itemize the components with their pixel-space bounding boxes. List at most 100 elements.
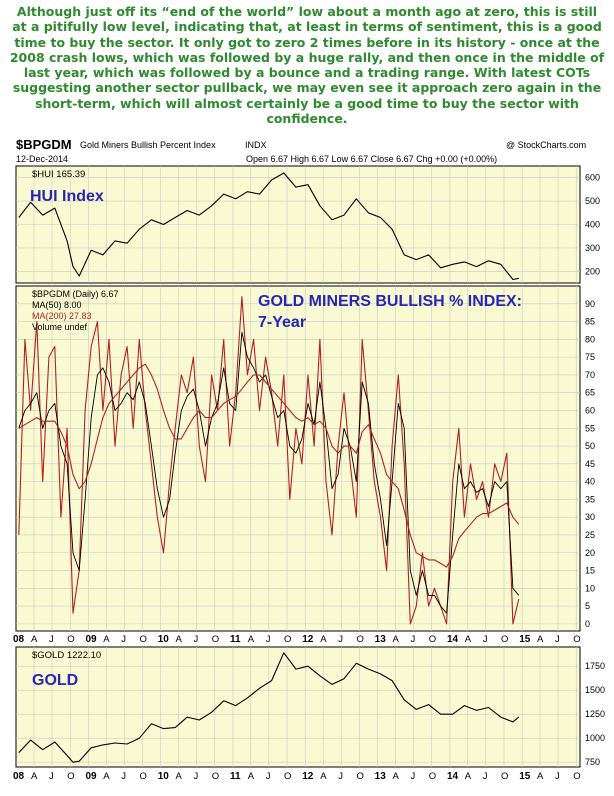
x-tick-label: J: [555, 634, 560, 645]
y-tick-label: 45: [585, 459, 595, 469]
gold-panel: [15, 646, 581, 768]
x-tick-label: J: [266, 634, 271, 645]
x-tick-label: J: [49, 771, 54, 782]
chart-ohlc: Open 6.67 High 6.67 Low 6.67 Close 6.67 …: [246, 154, 497, 164]
x-tick-label: J: [555, 771, 560, 782]
chart-symbol: $BPGDM: [16, 137, 72, 152]
y-tick-label: 200: [585, 266, 600, 276]
y-tick-label: 500: [585, 196, 600, 206]
chart-date: 12-Dec-2014: [16, 154, 68, 164]
x-tick-label: A: [392, 771, 399, 782]
x-tick-label: O: [429, 771, 436, 782]
x-tick-label: J: [483, 771, 488, 782]
y-tick-labels: 200 300 400 500 600 0 5 10 15 20 25 30 35 40 45 50 55 60 6…: [585, 173, 605, 768]
x-tick-label: A: [103, 771, 110, 782]
y-tick-label: 15: [585, 566, 595, 576]
y-tick-label: 1250: [585, 709, 605, 719]
chart-credit: @ StockCharts.com: [506, 140, 586, 150]
x-tick-label: 13: [375, 771, 387, 782]
x-tick-label: O: [501, 771, 508, 782]
x-tick-label: O: [356, 634, 363, 645]
x-tick-label: A: [320, 771, 327, 782]
x-tick-label: O: [284, 771, 291, 782]
commentary-text: Although just off its “end of the world”…: [9, 4, 605, 127]
x-tick-label: 12: [302, 771, 314, 782]
x-tick-label: O: [573, 634, 580, 645]
x-tick-label: 10: [158, 634, 170, 645]
y-tick-label: 65: [585, 388, 595, 398]
y-tick-label: 50: [585, 441, 595, 451]
x-tick-label: O: [356, 771, 363, 782]
x-tick-label: J: [338, 771, 343, 782]
y-tick-label: 70: [585, 370, 595, 380]
y-tick-label: 1750: [585, 661, 605, 671]
x-tick-label: 13: [375, 634, 387, 645]
x-tick-label: A: [392, 634, 399, 645]
y-tick-label: 600: [585, 173, 600, 183]
x-tick-label: 11: [230, 771, 241, 782]
bpgdm-annotation-line2: 7-Year: [258, 314, 306, 331]
x-tick-label: A: [465, 634, 472, 645]
x-tick-label: O: [139, 771, 146, 782]
y-tick-label: 1000: [585, 733, 605, 743]
x-axis-bottom: 08 A J O 09 A J O 10 A J O 11 A J O 12 A J O 13 A J O 14 A J O 15 A J O: [13, 771, 581, 782]
x-tick-label: O: [284, 634, 291, 645]
x-tick-label: O: [67, 771, 74, 782]
series-line-ma200: [18, 363, 520, 568]
series-line-hui: [18, 172, 519, 281]
series-line-bpgdm: [18, 296, 520, 625]
x-tick-label: O: [67, 634, 74, 645]
x-tick-label: A: [537, 634, 544, 645]
chart-exchange: INDX: [245, 140, 267, 150]
x-tick-label: A: [176, 634, 183, 645]
bpgdm-panel: [15, 285, 581, 632]
x-tick-label: J: [49, 634, 54, 645]
series-line-gold: [18, 652, 520, 763]
y-tick-label: 40: [585, 477, 595, 487]
y-tick-label: 750: [585, 757, 600, 767]
x-tick-label: A: [176, 771, 183, 782]
x-tick-label: A: [248, 634, 255, 645]
x-tick-label: 09: [85, 771, 97, 782]
y-tick-label: 400: [585, 220, 600, 230]
chart-name: Gold Miners Bullish Percent Index: [80, 140, 216, 150]
y-tick-label: 5: [585, 601, 590, 611]
x-tick-label: 15: [519, 634, 531, 645]
x-tick-label: 08: [13, 634, 25, 645]
x-tick-label: J: [121, 771, 126, 782]
x-tick-label: 14: [447, 771, 459, 782]
y-tick-label: 300: [585, 243, 600, 253]
x-tick-label: A: [31, 771, 38, 782]
x-tick-label: 15: [519, 771, 531, 782]
x-tick-label: J: [411, 771, 416, 782]
x-tick-label: J: [266, 771, 271, 782]
y-tick-label: 55: [585, 423, 595, 433]
x-tick-label: 11: [230, 634, 241, 645]
x-tick-label: J: [411, 634, 416, 645]
x-tick-label: J: [121, 634, 126, 645]
x-tick-label: J: [194, 634, 199, 645]
y-tick-label: 85: [585, 317, 595, 327]
ma50-legend: MA(50) 8.00: [32, 300, 82, 310]
x-tick-label: A: [248, 771, 255, 782]
bpgdm-legend: $BPGDM (Daily) 6.67: [32, 289, 119, 299]
gold-annotation: GOLD: [32, 672, 78, 689]
x-tick-label: A: [31, 634, 38, 645]
bpgdm-annotation-line1: GOLD MINERS BULLISH % INDEX:: [258, 293, 522, 310]
x-tick-label: 08: [13, 771, 25, 782]
y-tick-label: 25: [585, 530, 595, 540]
x-tick-label: A: [537, 771, 544, 782]
x-tick-label: O: [501, 634, 508, 645]
y-tick-label: 60: [585, 405, 595, 415]
gold-legend: $GOLD 1222.10: [32, 650, 101, 661]
hui-annotation: HUI Index: [30, 188, 104, 205]
x-tick-label: O: [212, 771, 219, 782]
y-tick-label: 30: [585, 512, 595, 522]
grid-layer: [16, 166, 580, 767]
x-tick-label: 10: [158, 771, 170, 782]
x-tick-label: A: [465, 771, 472, 782]
x-tick-label: 14: [447, 634, 459, 645]
x-tick-label: A: [320, 634, 327, 645]
x-tick-label: J: [483, 634, 488, 645]
x-tick-label: 09: [85, 634, 97, 645]
